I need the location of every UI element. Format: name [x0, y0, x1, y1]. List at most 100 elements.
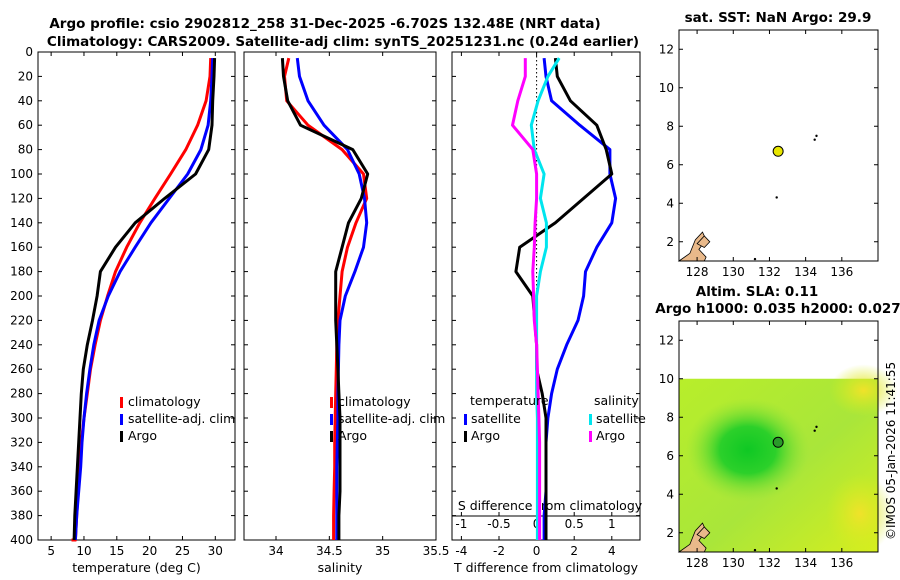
depth-tick-label: 100 [10, 167, 33, 181]
depth-tick-label: 40 [18, 94, 33, 108]
depth-tick-label: 180 [10, 265, 33, 279]
legend-swatch-argo [120, 431, 123, 442]
sla-map: Altim. SLA: 0.11 Argo h1000: 0.035 h2000… [655, 284, 900, 570]
title-line-2: Climatology: CARS2009. Satellite-adj cli… [47, 34, 639, 50]
difference-series-s-satellite [529, 57, 561, 540]
depth-tick-label: 160 [10, 240, 33, 254]
legend-swatch-satellite [120, 414, 123, 425]
sla-map-lat-label: 6 [666, 449, 674, 463]
argo-float-marker [772, 145, 784, 157]
depth-tick-label: 400 [10, 533, 33, 547]
sla-map-lon-label: 128 [686, 556, 709, 570]
legend-label-argo: Argo [128, 428, 157, 443]
sst-map-lat-label: 6 [666, 158, 674, 172]
legend-swatch-s-argo [589, 431, 592, 442]
sst-map-lon-label: 132 [758, 265, 781, 279]
legend-label-s-argo: Argo [596, 428, 625, 443]
salinity-panel: 34 34.5 35 35.5 salinity [243, 51, 450, 575]
sst-map-lon-label: 134 [794, 265, 817, 279]
s-axis-tick-label: 0.5 [565, 517, 584, 531]
depth-tick-label: 80 [18, 143, 33, 157]
title-line-1: Argo profile: csio 2902812_258 31-Dec-20… [49, 16, 600, 32]
island-shape [696, 235, 711, 248]
difference-panel: -4 -2 0 2 4 T difference from climatology -1 -0… [451, 51, 643, 575]
legend-label-s-satellite: satellite [596, 411, 646, 426]
difference-xtick-label: 2 [570, 544, 578, 558]
sla-map-lon-label: 130 [722, 556, 745, 570]
imos-timestamp: ©IMOS 05-Jan-2026 11:41:55 [884, 362, 898, 540]
islet-marker [813, 429, 816, 432]
legend-swatch-climatology [330, 397, 333, 408]
sla-map-lat-label: 12 [659, 333, 674, 347]
legend-label-climatology: climatology [128, 394, 201, 409]
temperature-xtick-label: 10 [76, 544, 91, 558]
difference-series-s-argo [511, 58, 542, 540]
sst-map-lat-label: 12 [659, 42, 674, 56]
salinity-xtick-label: 34 [268, 544, 283, 558]
legend-swatch-climatology [120, 397, 123, 408]
depth-tick-label: 340 [10, 460, 33, 474]
island-shape [696, 526, 711, 539]
temperature-xtick-label: 25 [175, 544, 190, 558]
temperature-xtick-label: 5 [47, 544, 55, 558]
depth-tick-label: 20 [18, 69, 33, 83]
depth-tick-label: 220 [10, 313, 33, 327]
islet-marker [775, 196, 778, 199]
sla-high-anomaly [829, 364, 898, 417]
sst-map-lat-label: 8 [666, 119, 674, 133]
temperature-xtick-label: 30 [208, 544, 223, 558]
temperature-series-argo [72, 58, 217, 541]
sla-map-title-1: Altim. SLA: 0.11 [696, 284, 818, 300]
depth-tick-label: 300 [10, 411, 33, 425]
islet-marker [815, 425, 818, 429]
sst-map-lon-label: 128 [686, 265, 709, 279]
sst-map-lon-label: 136 [830, 265, 853, 279]
depth-tick-label: 380 [10, 509, 33, 523]
legend-title-salinity: salinity [594, 393, 639, 408]
sla-high-anomaly [825, 473, 894, 554]
depth-tick-label: 60 [18, 118, 33, 132]
salinity-legend: climatology satellite-adj. clim Argo [330, 394, 445, 443]
legend-label-satellite: satellite-adj. clim [128, 411, 235, 426]
islet-marker [813, 138, 816, 141]
depth-tick-label: 320 [10, 435, 33, 449]
difference-xtick-label: 4 [608, 544, 616, 558]
salinity-xtick-label: 35.5 [423, 544, 450, 558]
legend-swatch-argo [330, 431, 333, 442]
legend-swatch-t-argo [464, 431, 467, 442]
depth-tick-label: 240 [10, 338, 33, 352]
depth-tick-label: 120 [10, 191, 33, 205]
temperature-legend: climatology satellite-adj. clim Argo [120, 394, 235, 443]
argo-float-marker [772, 436, 784, 448]
depth-tick-label: 260 [10, 362, 33, 376]
temperature-series-satellite-adj-clim [73, 58, 215, 541]
sst-map: sat. SST: NaN Argo: 29.9 128 130 132 134 136… [659, 10, 879, 279]
sla-map-lat-label: 2 [666, 526, 674, 540]
sst-map-lat-label: 10 [659, 81, 674, 95]
sst-map-lat-label: 4 [666, 196, 674, 210]
salinity-xlabel: salinity [318, 560, 363, 575]
sla-map-lat-label: 8 [666, 410, 674, 424]
temperature-xlabel: temperature (deg C) [72, 560, 201, 575]
temperature-panel: 0 20 40 60 80 100 120 140 160 180 200 220 240 260 280 3… [10, 45, 236, 575]
s-axis-tick-label: -0.5 [487, 517, 510, 531]
legend-swatch-satellite [330, 414, 333, 425]
sla-low-anomaly [685, 397, 810, 502]
depth-tick-label: 0 [25, 45, 33, 59]
legend-label-climatology: climatology [338, 394, 411, 409]
salinity-series-satellite-adj-clim [295, 57, 369, 540]
difference-xtick-label: -2 [493, 544, 505, 558]
s-axis-tick-label: 1 [608, 517, 616, 531]
islet-marker [753, 548, 757, 552]
sst-map-lat-label: 2 [666, 235, 674, 249]
depth-tick-label: 360 [10, 484, 33, 498]
temperature-xtick-label: 15 [109, 544, 124, 558]
sst-map-background [679, 30, 878, 261]
difference-xlabel: T difference from climatology [453, 560, 639, 575]
legend-label-t-argo: Argo [471, 428, 500, 443]
sla-map-lon-label: 134 [794, 556, 817, 570]
temperature-xtick-label: 20 [142, 544, 157, 558]
salinity-series-argo [280, 58, 370, 540]
salinity-xtick-label: 34.5 [316, 544, 343, 558]
